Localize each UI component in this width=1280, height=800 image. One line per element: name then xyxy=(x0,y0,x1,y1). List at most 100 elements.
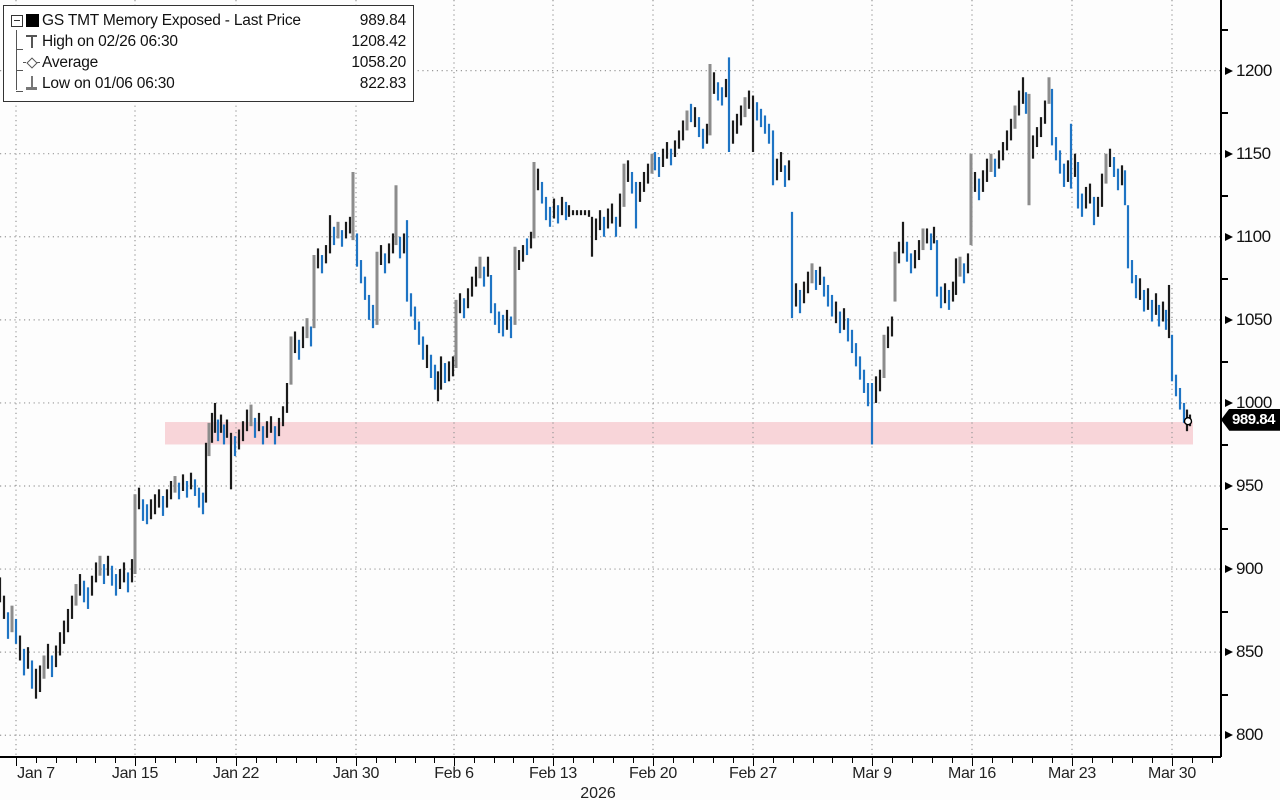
x-major-tick xyxy=(135,758,136,766)
y-tick-arrow-icon xyxy=(1225,66,1233,75)
series-label: GS TMT Memory Exposed - Last Price xyxy=(42,12,301,29)
x-minor-tick xyxy=(1211,758,1213,763)
low-value: 822.83 xyxy=(359,75,406,92)
x-axis-label: Jan 22 xyxy=(212,765,260,782)
x-minor-tick xyxy=(513,758,515,763)
y-tick-arrow-icon xyxy=(1225,315,1233,324)
x-minor-tick xyxy=(852,758,854,763)
x-minor-tick xyxy=(493,758,495,763)
y-tick-arrow-icon xyxy=(1225,731,1233,740)
y-axis-label: 850 xyxy=(1225,642,1263,662)
x-minor-tick xyxy=(533,758,535,763)
x-minor-tick xyxy=(1112,758,1113,763)
y-tick-arrow-icon xyxy=(1225,398,1233,407)
y-axis-label: 900 xyxy=(1225,559,1263,579)
x-major-tick xyxy=(236,758,237,766)
x-major-tick xyxy=(872,758,873,766)
average-value: 1058.20 xyxy=(351,54,406,71)
y-tick-arrow-icon xyxy=(1225,149,1233,158)
x-axis-label: Jan 30 xyxy=(332,765,380,782)
x-minor-tick xyxy=(395,758,397,763)
x-minor-tick xyxy=(55,758,57,763)
y-minor-tick xyxy=(1222,361,1228,364)
x-major-tick xyxy=(16,758,17,766)
y-minor-tick xyxy=(1222,112,1228,115)
x-axis-label: Feb 27 xyxy=(728,765,777,782)
y-axis-label: 1000 xyxy=(1225,393,1272,413)
x-minor-tick xyxy=(573,758,574,763)
x-major-tick xyxy=(356,758,357,766)
x-axis-label: Jan 15 xyxy=(111,765,159,782)
x-axis-label: Mar 9 xyxy=(852,765,892,782)
low-label: Low on 01/06 06:30 xyxy=(42,75,175,92)
x-minor-tick xyxy=(35,758,37,763)
x-minor-tick xyxy=(296,758,297,763)
y-tick-value: 1150 xyxy=(1236,143,1271,163)
last-price-marker xyxy=(1183,417,1193,426)
x-minor-tick xyxy=(1152,758,1153,763)
x-axis-label: Jan 7 xyxy=(17,765,55,782)
x-minor-tick xyxy=(812,758,814,763)
x-axis-label: Feb 13 xyxy=(528,765,577,782)
y-tick-arrow-icon xyxy=(1225,232,1233,241)
x-minor-tick xyxy=(336,758,337,763)
average-marker-icon xyxy=(23,56,40,69)
x-axis-year-label: 2026 xyxy=(580,785,616,800)
y-axis-label: 1200 xyxy=(1225,61,1272,81)
y-tick-value: 900 xyxy=(1236,559,1263,579)
x-minor-tick xyxy=(593,758,594,763)
legend-tree-branch xyxy=(16,91,23,92)
high-marker-icon xyxy=(25,35,38,49)
price-chart-canvas[interactable] xyxy=(0,0,1220,756)
x-minor-tick xyxy=(75,758,77,763)
y-axis-label: 1050 xyxy=(1225,310,1272,330)
x-major-tick xyxy=(653,758,654,766)
x-minor-tick xyxy=(155,758,157,763)
legend-row-series[interactable]: GS TMT Memory Exposed - Last Price 989.8… xyxy=(4,11,413,32)
y-tick-value: 1000 xyxy=(1236,392,1272,412)
x-minor-tick xyxy=(892,758,893,763)
x-minor-tick xyxy=(952,758,953,763)
y-minor-tick xyxy=(1222,610,1228,613)
legend-row-low[interactable]: Low on 01/06 06:30 822.83 xyxy=(4,74,413,95)
chart-legend[interactable]: GS TMT Memory Exposed - Last Price 989.8… xyxy=(3,5,414,102)
x-minor-tick xyxy=(992,758,993,763)
x-minor-tick xyxy=(832,758,834,763)
series-swatch-icon xyxy=(26,14,39,27)
y-axis-label: 800 xyxy=(1225,725,1263,745)
y-minor-tick xyxy=(1222,29,1228,32)
x-minor-tick xyxy=(115,758,117,763)
legend-tree-branch xyxy=(16,70,23,71)
support-zone-band xyxy=(165,422,1193,445)
x-major-tick xyxy=(1172,758,1173,766)
legend-row-high[interactable]: High on 02/26 06:30 1208.42 xyxy=(4,32,413,53)
collapse-expander-icon[interactable] xyxy=(11,15,23,27)
legend-tree-line xyxy=(16,30,17,90)
x-minor-tick xyxy=(375,758,377,763)
y-tick-arrow-icon xyxy=(1225,565,1233,574)
x-minor-tick xyxy=(633,758,634,763)
price-axis: 800 850 900 950 1000 1050 1100 1150 1200 xyxy=(1220,0,1280,757)
series-last-value: 989.84 xyxy=(359,12,406,29)
x-minor-tick xyxy=(316,758,317,763)
x-minor-tick xyxy=(473,758,475,763)
y-tick-arrow-icon xyxy=(1225,648,1233,657)
y-tick-value: 950 xyxy=(1236,476,1263,495)
x-minor-tick xyxy=(1052,758,1053,763)
x-minor-tick xyxy=(1092,758,1093,763)
average-label: Average xyxy=(42,54,99,71)
x-axis-label: Mar 16 xyxy=(948,765,996,782)
x-minor-tick xyxy=(195,758,197,763)
y-minor-tick xyxy=(1222,527,1228,530)
time-axis: Jan 7 Jan 15 Jan 22 Jan 30 Feb 6 Feb 13 Feb 20… xyxy=(0,756,1221,800)
y-minor-tick xyxy=(1222,693,1228,696)
y-tick-value: 800 xyxy=(1236,725,1263,745)
legend-row-average[interactable]: Average 1058.20 xyxy=(4,53,413,74)
x-minor-tick xyxy=(792,758,794,763)
x-minor-tick xyxy=(95,758,97,763)
x-axis-label: Feb 20 xyxy=(628,765,677,782)
x-axis-label: Feb 6 xyxy=(434,765,474,782)
x-major-tick xyxy=(553,758,554,766)
x-major-tick xyxy=(972,758,973,766)
